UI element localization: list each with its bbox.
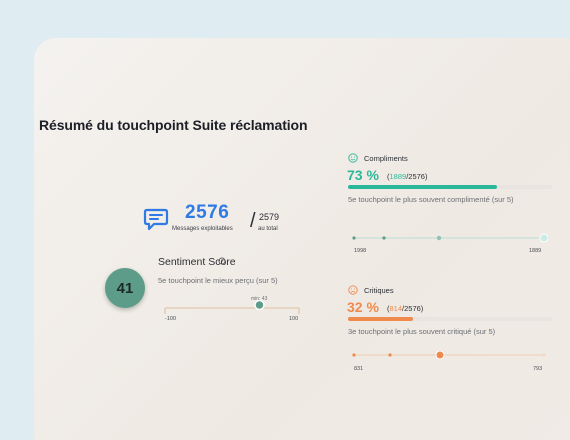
messages-total-label: au total [258, 226, 278, 232]
sentiment-marker [254, 299, 265, 311]
compliments-subtitle: 5e touchpoint le plus souvent compliment… [348, 195, 514, 204]
compliments-bar [348, 185, 552, 189]
critiques-percent: 32 % [347, 299, 379, 315]
critiques-label: Critiques [364, 286, 394, 295]
critiques-total: /2576) [402, 304, 424, 313]
messages-label: Messages exploitables [172, 226, 233, 232]
compliments-timeline-start: 1998 [354, 248, 367, 254]
compliments-total: /2576) [406, 172, 428, 181]
messages-separator: / [250, 210, 256, 232]
touchpoint-card [34, 38, 570, 440]
compliments-detail: (1889/2576) [387, 172, 428, 181]
sentiment-min-label: -100 [165, 316, 177, 322]
critiques-timeline-point [542, 353, 546, 357]
sentiment-max-label: 100 [289, 316, 299, 322]
critiques-timeline-point [435, 350, 445, 360]
compliments-timeline-end: 1889 [529, 248, 542, 254]
compliments-timeline-point [539, 233, 548, 243]
critiques-bar-fill [348, 317, 414, 321]
info-icon[interactable]: ? [218, 257, 226, 265]
sentiment-score-subtitle: 5e touchpoint le mieux perçu (sur 5) [158, 276, 278, 285]
compliments-bar-fill [348, 185, 497, 189]
critiques-timeline-end: 793 [533, 366, 543, 372]
compliments-count: 1889 [389, 172, 407, 181]
critiques-timeline-start: 831 [354, 366, 364, 372]
frown-icon [348, 285, 358, 295]
chat-bubble-icon [143, 208, 169, 231]
critiques-detail: (814/2576) [387, 304, 424, 313]
smile-icon [348, 153, 358, 163]
sentiment-marker-label: min: 43 [251, 296, 268, 302]
critiques-count: 814 [389, 304, 403, 313]
compliments-timeline-point [436, 235, 442, 241]
compliments-timeline [352, 233, 548, 243]
critiques-timeline-point [352, 353, 356, 357]
svg-text:?: ? [221, 259, 224, 264]
sentiment-score-title: Sentiment Score [158, 256, 236, 268]
sentiment-scale [164, 299, 300, 314]
critiques-subtitle: 3e touchpoint le plus souvent critiqué (… [348, 327, 496, 336]
critiques-bar [348, 317, 552, 321]
compliments-timeline-point [352, 236, 356, 240]
compliments-percent: 73 % [347, 167, 379, 183]
page-title: Résumé du touchpoint Suite réclamation [39, 117, 308, 133]
messages-total: 2579 [259, 212, 280, 222]
messages-count: 2576 [185, 202, 230, 223]
critiques-timeline [352, 350, 546, 360]
compliments-timeline-point [382, 236, 386, 240]
critiques-timeline-point [388, 353, 392, 357]
compliments-label: Compliments [364, 154, 408, 163]
sentiment-score-badge: 41 [105, 268, 145, 308]
